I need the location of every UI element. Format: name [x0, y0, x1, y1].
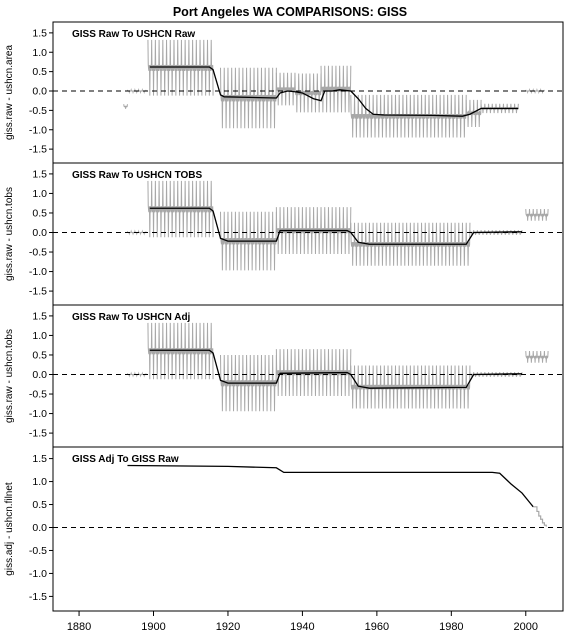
x-tick-label: 2000: [514, 621, 538, 633]
panel-frame: [52, 446, 564, 612]
monthly-segment: [126, 229, 147, 236]
y-tick-label: -0.5: [29, 545, 47, 557]
y-tick-label: 1.0: [32, 476, 47, 488]
monthly-segment: [220, 211, 277, 271]
annual-series: [127, 464, 534, 508]
monthly-segment: [350, 94, 467, 138]
y-axis-label: giss.adj - ushcn.filnet: [4, 482, 15, 576]
panel-2: 1.5 1.0 0.5 0.0 -0.5 -1.0 -1.5 giss.raw - ushcn…: [4, 162, 564, 306]
x-tick-label: 1900: [141, 621, 165, 633]
panel-4: 1.5 1.0 0.5 0.0 -0.5 -1.0 -1.5 giss.adj - ushcn…: [4, 446, 564, 612]
monthly-segment: [525, 351, 549, 363]
panel-title: GISS Raw To USHCN Raw: [72, 29, 195, 40]
monthly-segment: [147, 322, 214, 380]
monthly-series: [126, 180, 549, 271]
y-tick-label: -0.5: [29, 247, 47, 259]
panel-title: GISS Raw To USHCN Adj: [72, 312, 191, 323]
x-tick-label: 1920: [216, 621, 240, 633]
annual-series: [149, 66, 519, 117]
panel-1: 1.5 1.0 0.5 0.0 -0.5 -1.0 -1.5 giss.raw - ushcn…: [4, 21, 564, 164]
y-axis-label: giss.raw - ushcn.tobs: [4, 187, 15, 281]
x-tick-label: 1960: [365, 621, 389, 633]
step-tail-series: [533, 506, 547, 527]
monthly-segment: [320, 65, 352, 113]
y-tick-label: 1.5: [32, 27, 47, 39]
monthly-segment: [275, 349, 352, 396]
y-tick-label: -1.0: [29, 266, 47, 278]
y-tick-label: 0.5: [32, 499, 47, 511]
monthly-segment: [350, 222, 471, 266]
y-tick-label: -0.5: [29, 105, 47, 117]
y-tick-label: 1.5: [32, 453, 47, 465]
y-tick-label: 0.5: [32, 349, 47, 361]
annual-series: [149, 207, 523, 245]
monthly-segment: [126, 88, 147, 95]
y-tick-label: -1.0: [29, 124, 47, 136]
y-tick-label: 1.5: [32, 168, 47, 180]
y-tick-label: -0.5: [29, 389, 47, 401]
y-tick-label: 1.0: [32, 188, 47, 200]
panels-group: 1.5 1.0 0.5 0.0 -0.5 -1.0 -1.5 giss.raw - ushcn…: [4, 21, 564, 612]
y-tick-label: 1.0: [32, 330, 47, 342]
monthly-segment: [525, 209, 549, 221]
y-tick-label: 1.5: [32, 310, 47, 322]
y-tick-label: -1.0: [29, 568, 47, 580]
y-tick-label: 0.0: [32, 86, 47, 98]
monthly-segment: [465, 99, 482, 128]
y-tick-label: -1.5: [29, 591, 47, 603]
y-axis-label: giss.raw - ushcn.tobs: [4, 329, 15, 423]
x-tick-label: 1880: [67, 621, 91, 633]
monthly-segment: [220, 67, 277, 129]
y-tick-label: 0.0: [32, 227, 47, 239]
monthly-segment: [147, 180, 214, 238]
y-tick-label: 1.0: [32, 47, 47, 59]
y-tick-label: -1.5: [29, 144, 47, 156]
monthly-segment: [147, 39, 214, 96]
monthly-segment: [275, 207, 352, 254]
y-axis-label: giss.raw - ushcn.area: [4, 45, 15, 140]
panel-3: 1.5 1.0 0.5 0.0 -0.5 -1.0 -1.5 giss.raw - ushcn…: [4, 304, 564, 448]
panel-title: GISS Adj To GISS Raw: [72, 454, 179, 465]
monthly-segment: [350, 365, 471, 409]
x-axis: 1880 1900 1920 1940 1960 1980 2000: [67, 611, 538, 633]
annual-series: [149, 349, 523, 389]
monthly-segment: [275, 72, 296, 106]
y-tick-label: -1.5: [29, 428, 47, 440]
y-tick-label: 0.5: [32, 207, 47, 219]
monthly-series: [126, 322, 549, 412]
monthly-segment: [123, 104, 128, 109]
monthly-series: [123, 39, 545, 138]
monthly-segment: [294, 73, 322, 113]
monthly-segment: [220, 354, 277, 412]
figure-title: Port Angeles WA COMPARISONS: GISS: [173, 5, 407, 19]
y-tick-label: -1.5: [29, 286, 47, 298]
x-tick-label: 1940: [290, 621, 314, 633]
monthly-segment: [126, 371, 147, 378]
y-tick-label: 0.0: [32, 369, 47, 381]
panel-title: GISS Raw To USHCN TOBS: [72, 170, 203, 181]
y-tick-label: 0.5: [32, 66, 47, 78]
y-tick-label: 0.0: [32, 522, 47, 534]
y-tick-label: -1.0: [29, 408, 47, 420]
x-tick-label: 1980: [439, 621, 463, 633]
